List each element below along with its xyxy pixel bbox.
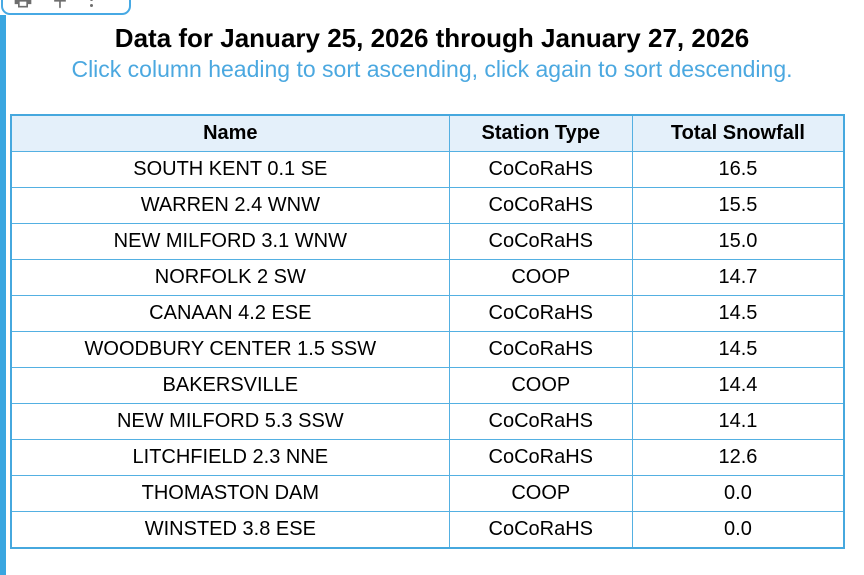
station-type-cell: COOP (448, 367, 633, 404)
table-row: LITCHFIELD 2.3 NNE CoCoRaHS 12.6 (10, 439, 845, 476)
table-row: CANAAN 4.2 ESE CoCoRaHS 14.5 (10, 295, 845, 332)
snowfall-table: Name Station Type Total Snowfall SOUTH KEN… (10, 114, 845, 549)
table-row: NEW MILFORD 3.1 WNW CoCoRaHS 15.0 (10, 223, 845, 260)
total-snowfall-cell: 14.4 (631, 367, 845, 404)
table-row: NEW MILFORD 5.3 SSW CoCoRaHS 14.1 (10, 403, 845, 440)
print-icon[interactable] (13, 0, 33, 10)
station-name-cell: NORFOLK 2 SW (10, 259, 450, 296)
total-snowfall-cell: 0.0 (631, 475, 845, 512)
station-type-cell: CoCoRaHS (448, 511, 633, 549)
station-type-cell: COOP (448, 475, 633, 512)
total-snowfall-cell: 14.5 (631, 295, 845, 332)
station-name-cell: NEW MILFORD 3.1 WNW (10, 223, 450, 260)
station-type-cell: CoCoRaHS (448, 187, 633, 224)
station-name-cell: LITCHFIELD 2.3 NNE (10, 439, 450, 476)
station-type-cell: CoCoRaHS (448, 331, 633, 368)
station-type-cell: CoCoRaHS (448, 403, 633, 440)
station-name-cell: CANAAN 4.2 ESE (10, 295, 450, 332)
column-header-station-type[interactable]: Station Type (448, 114, 633, 152)
total-snowfall-cell: 16.5 (631, 151, 845, 188)
table-row: NORFOLK 2 SW COOP 14.7 (10, 259, 845, 296)
table-row: WARREN 2.4 WNW CoCoRaHS 15.5 (10, 187, 845, 224)
station-type-cell: CoCoRaHS (448, 151, 633, 188)
sort-hint: Click column heading to sort ascending, … (71, 56, 793, 82)
total-snowfall-cell: 15.5 (631, 187, 845, 224)
page-title: Data for January 25, 2026 through Januar… (114, 23, 750, 53)
station-name-cell: THOMASTON DAM (10, 475, 450, 512)
column-header-total-snowfall[interactable]: Total Snowfall (631, 114, 845, 152)
total-snowfall-cell: 14.5 (631, 331, 845, 368)
table-row: THOMASTON DAM COOP 0.0 (10, 475, 845, 512)
pin-icon[interactable] (50, 0, 70, 10)
station-name-cell: WINSTED 3.8 ESE (10, 511, 450, 549)
station-name-cell: WOODBURY CENTER 1.5 SSW (10, 331, 450, 368)
total-snowfall-cell: 15.0 (631, 223, 845, 260)
station-name-cell: SOUTH KENT 0.1 SE (10, 151, 450, 188)
station-name-cell: NEW MILFORD 5.3 SSW (10, 403, 450, 440)
station-type-cell: CoCoRaHS (448, 223, 633, 260)
total-snowfall-cell: 14.1 (631, 403, 845, 440)
widget-toolbar (1, 0, 131, 15)
total-snowfall-cell: 14.7 (631, 259, 845, 296)
station-name-cell: BAKERSVILLE (10, 367, 450, 404)
total-snowfall-cell: 0.0 (631, 511, 845, 549)
table-row: BAKERSVILLE COOP 14.4 (10, 367, 845, 404)
more-vert-icon[interactable] (87, 0, 96, 10)
table-row: WINSTED 3.8 ESE CoCoRaHS 0.0 (10, 511, 845, 549)
station-type-cell: CoCoRaHS (448, 295, 633, 332)
station-name-cell: WARREN 2.4 WNW (10, 187, 450, 224)
column-header-name[interactable]: Name (10, 114, 450, 152)
station-type-cell: COOP (448, 259, 633, 296)
table-header-row: Name Station Type Total Snowfall (10, 114, 845, 152)
table-row: SOUTH KENT 0.1 SE CoCoRaHS 16.5 (10, 151, 845, 188)
total-snowfall-cell: 12.6 (631, 439, 845, 476)
widget-left-accent (0, 15, 6, 575)
station-type-cell: CoCoRaHS (448, 439, 633, 476)
table-row: WOODBURY CENTER 1.5 SSW CoCoRaHS 14.5 (10, 331, 845, 368)
